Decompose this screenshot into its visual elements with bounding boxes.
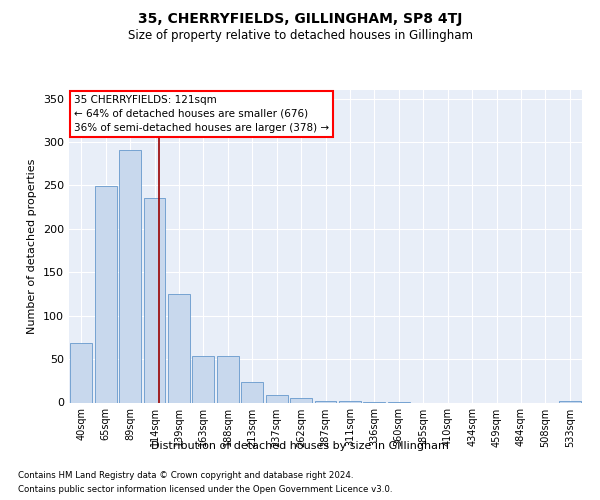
Y-axis label: Number of detached properties: Number of detached properties (28, 158, 37, 334)
Bar (143, 198, 166, 402)
Bar (559, 401, 581, 402)
Bar (241, 382, 263, 402)
Text: 35 CHERRYFIELDS: 121sqm
← 64% of detached houses are smaller (676)
36% of semi-d: 35 CHERRYFIELDS: 121sqm ← 64% of detache… (74, 94, 329, 132)
Bar (119, 150, 141, 403)
Bar (168, 294, 190, 403)
Bar (193, 356, 214, 403)
Bar (339, 401, 361, 402)
Bar (266, 394, 287, 402)
Bar (217, 356, 239, 403)
Bar (290, 398, 312, 402)
Text: Contains public sector information licensed under the Open Government Licence v3: Contains public sector information licen… (18, 485, 392, 494)
Text: Size of property relative to detached houses in Gillingham: Size of property relative to detached ho… (128, 29, 473, 42)
Bar (70, 344, 92, 402)
Bar (314, 401, 337, 402)
Text: Distribution of detached houses by size in Gillingham: Distribution of detached houses by size … (151, 441, 449, 451)
Text: 35, CHERRYFIELDS, GILLINGHAM, SP8 4TJ: 35, CHERRYFIELDS, GILLINGHAM, SP8 4TJ (138, 12, 462, 26)
Text: Contains HM Land Registry data © Crown copyright and database right 2024.: Contains HM Land Registry data © Crown c… (18, 471, 353, 480)
Bar (95, 186, 116, 402)
